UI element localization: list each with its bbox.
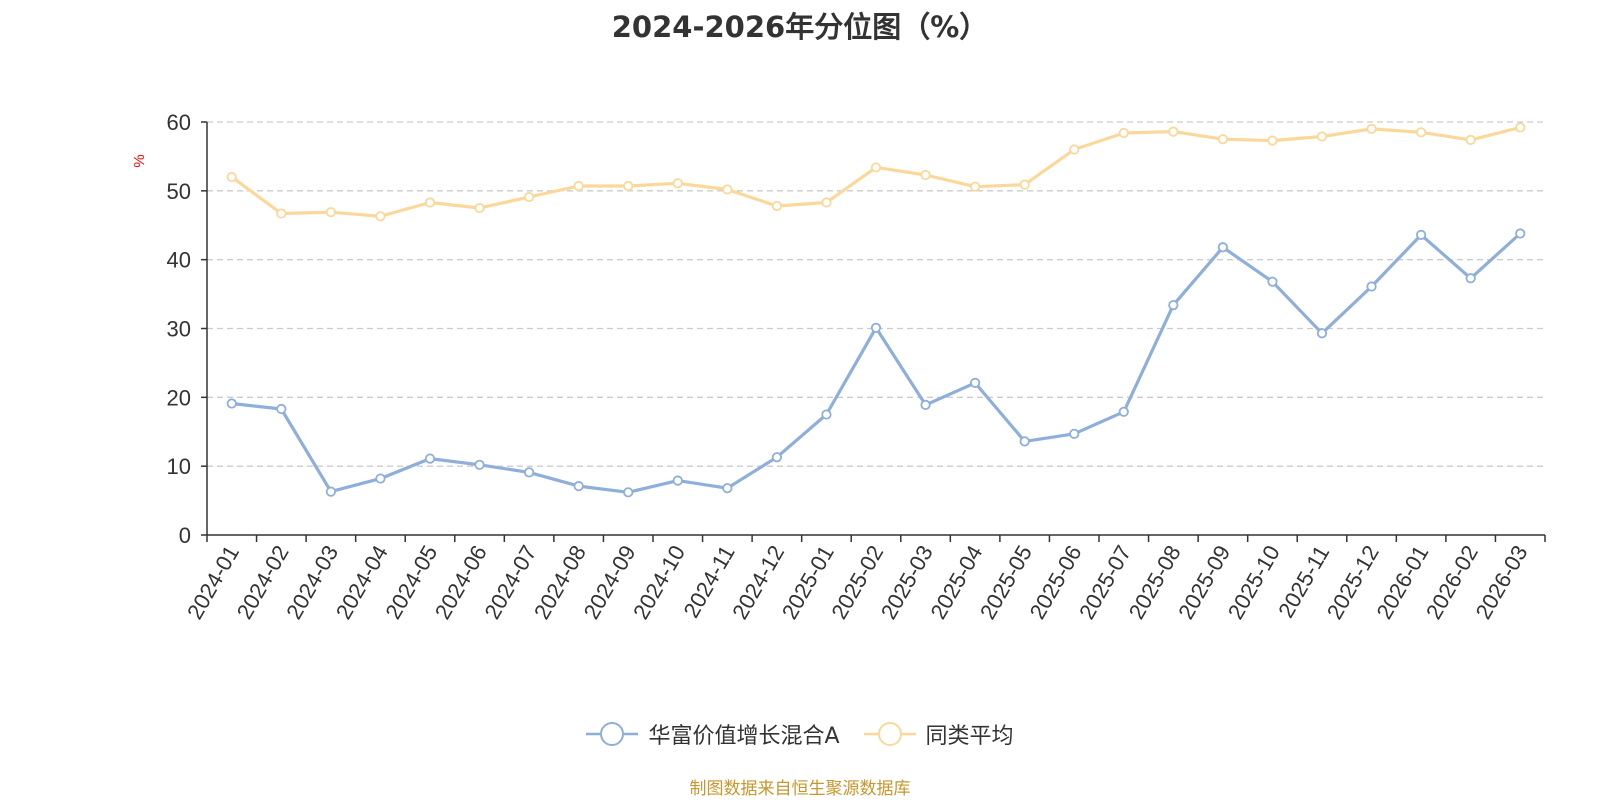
data-point [1515,122,1526,133]
data-point [722,483,733,494]
data-point [1416,127,1427,138]
data-point [573,180,584,192]
data-point [722,184,733,195]
data-point [1217,242,1228,253]
data-point [424,197,436,208]
data-point [375,211,386,222]
data-point [1118,127,1129,139]
y-tick-label: 10 [167,454,191,479]
legend-swatch-icon [586,722,639,746]
data-point [524,191,535,203]
data-point [1267,135,1278,146]
data-point [1267,276,1278,287]
data-point [1019,436,1030,447]
data-point [226,171,237,183]
legend-label: 同类平均 [925,724,1014,749]
data-point [1168,126,1179,137]
y-tick-label: 40 [167,248,191,273]
y-tick-label: 0 [179,523,191,548]
data-point [970,181,981,192]
data-point [1465,134,1476,145]
data-point [771,452,782,463]
series-line-0 [231,232,1522,494]
data-point [821,197,832,208]
data-point [1118,406,1129,417]
data-point [226,398,237,409]
data-point [1168,299,1179,311]
legend-item[interactable]: 同类平均 [863,718,1014,750]
source-note: 制图数据来自恒生聚源数据库 [689,779,911,799]
data-point [1316,131,1328,142]
data-point [424,453,436,464]
data-point [325,207,336,218]
data-point [1019,179,1030,190]
data-point [1465,273,1476,284]
data-point [1515,228,1526,239]
y-tick-label: 30 [167,317,191,342]
data-point [1217,134,1228,145]
legend-swatch-icon [863,722,916,746]
data-point [920,169,931,181]
data-point [474,202,485,214]
data-point [325,486,336,497]
axes: 01020304050602024-012024-022024-032024-0… [167,110,1546,623]
data-point [672,178,683,189]
chart-title: 2024-2026年分位图（%） [611,10,989,44]
grid-lines [207,121,1545,467]
data-point [623,180,634,192]
data-point [573,481,584,492]
data-point [1316,328,1328,339]
data-point [623,487,634,498]
data-point [1069,428,1080,439]
data-point [375,473,386,484]
y-tick-label: 50 [167,179,191,204]
data-point [870,322,882,333]
data-point [1366,123,1377,134]
data-point [474,459,485,470]
data-point [672,475,683,486]
data-point [870,162,882,173]
legend-item[interactable]: 华富价值增长混合A [586,718,840,750]
y-tick-label: 20 [167,385,191,410]
y-axis-label: % [131,154,148,167]
y-tick-label: 60 [167,110,191,135]
data-point [920,399,931,411]
data-point [1069,144,1080,155]
data-point [821,409,832,420]
data-point [970,377,981,388]
data-point [524,467,535,478]
data-point [1416,229,1427,240]
data-point [771,200,782,212]
legend-label: 华富价值增长混合A [648,724,840,749]
series-lines [226,122,1526,498]
legend: 华富价值增长混合A 同类平均 [0,718,1600,750]
data-point [276,208,287,219]
data-point [276,403,287,415]
data-point [1366,281,1377,292]
